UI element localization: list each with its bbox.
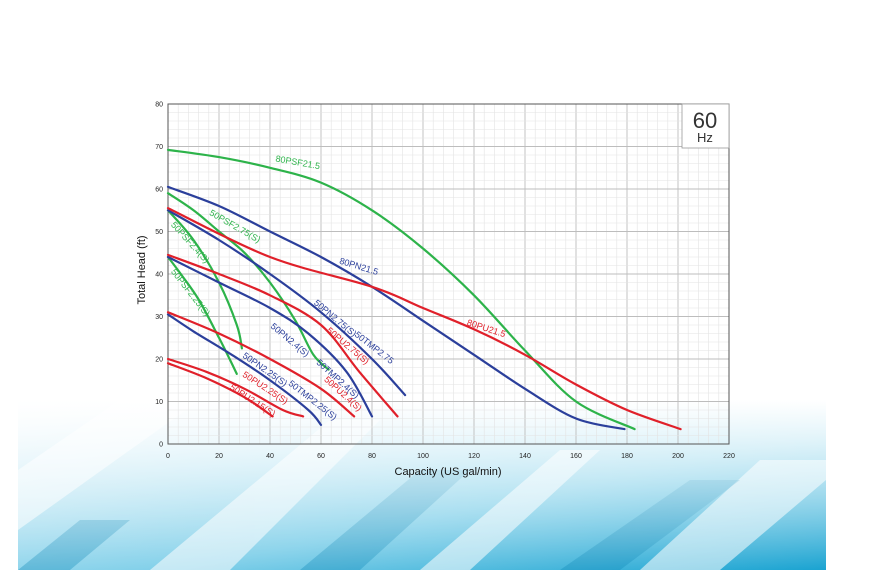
series-line-50psf2-75-s [166, 192, 330, 371]
y-tick-label: 80 [155, 102, 163, 109]
y-tick-label: 60 [155, 187, 163, 194]
x-tick-label: 100 [417, 453, 429, 460]
curve-label: 80PSF21.5 [275, 153, 321, 171]
y-tick-label: 0 [159, 442, 163, 449]
x-axis-title: Capacity (US gal/min) [395, 466, 502, 478]
frequency-badge: 60 Hz [681, 103, 730, 149]
x-tick-label: 200 [672, 453, 684, 460]
series-line-80psf21-5 [166, 148, 636, 431]
plot-frame [167, 103, 730, 445]
y-tick-label: 50 [155, 229, 163, 236]
x-tick-label: 0 [166, 453, 170, 460]
series-line-50pu2-75-s [166, 253, 399, 418]
y-tick-label: 30 [155, 314, 163, 321]
x-tick-label: 140 [519, 453, 531, 460]
x-tick-label: 20 [215, 453, 223, 460]
badge-box [681, 103, 730, 149]
badge-value: 60 [693, 108, 717, 133]
x-tick-label: 80 [368, 453, 376, 460]
series-line-80pu21-5 [166, 207, 682, 431]
y-tick-label: 40 [155, 272, 163, 279]
x-tick-label: 180 [621, 453, 633, 460]
x-tick-label: 160 [570, 453, 582, 460]
series-line-50pn2-25-s [166, 313, 323, 426]
series-line-50pu2-25-s [166, 357, 305, 418]
badge-unit: Hz [697, 130, 713, 145]
x-tick-label: 60 [317, 453, 325, 460]
y-axis-title: Total Head (ft) [136, 235, 148, 304]
x-tick-label: 220 [723, 453, 735, 460]
series-line-50tmp2-4-s [166, 311, 356, 418]
x-tick-label: 40 [266, 453, 274, 460]
series-line-80pn21-5 [166, 185, 626, 431]
x-tick-label: 120 [468, 453, 480, 460]
series-line-50tmp2-75 [166, 255, 374, 418]
y-tick-label: 10 [155, 399, 163, 406]
y-tick-label: 20 [155, 357, 163, 364]
series-line-50pn2-75-s [166, 209, 407, 397]
axis-ticks: 0 20 40 60 80 100 120 140 160 180 200 220 0 10 20 30 40 5… [155, 102, 735, 461]
series-group [166, 148, 682, 431]
curve-labels: 80PSF21.550PSF2.75(S)50PSF2.4(S)50PSF2.2… [169, 153, 507, 422]
series-line-50pu2-15-s [166, 362, 274, 418]
y-tick-label: 70 [155, 144, 163, 151]
